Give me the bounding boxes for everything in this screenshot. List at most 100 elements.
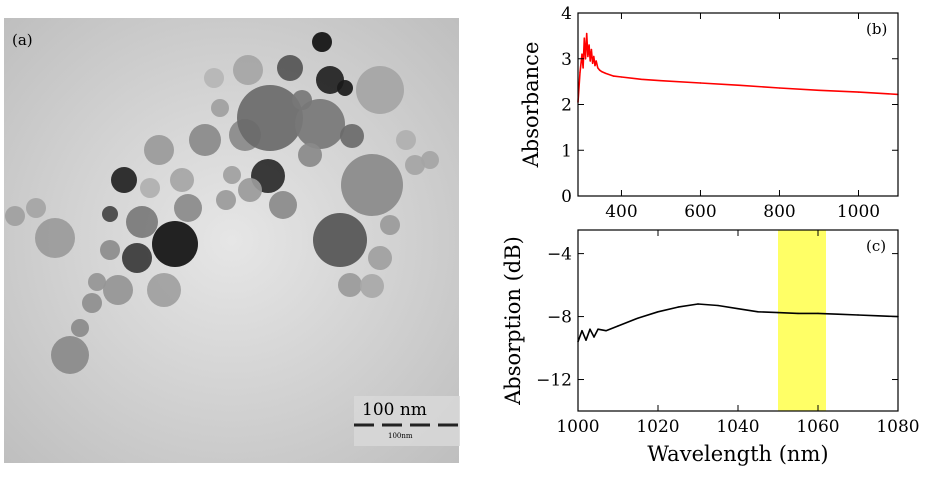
nanoparticle	[313, 213, 367, 267]
data-point	[601, 70, 603, 73]
data-point	[660, 80, 662, 82]
nanoparticle	[223, 166, 241, 184]
data-point	[590, 48, 593, 51]
data-point	[595, 60, 597, 62]
data-point	[589, 60, 591, 62]
y-tick-label: −4	[547, 245, 572, 265]
nanoparticle	[140, 178, 160, 198]
data-point	[717, 304, 719, 307]
data-point	[599, 69, 601, 71]
nanoparticle	[312, 32, 332, 52]
data-point	[699, 82, 702, 84]
data-point	[797, 312, 799, 315]
data-point	[697, 303, 699, 305]
data-point	[857, 314, 859, 316]
nanoparticle	[189, 124, 221, 156]
tem-micrograph-panel: (a) 100 nm 100nm	[4, 18, 460, 463]
nanoparticle	[405, 155, 425, 175]
nanoparticle	[82, 293, 102, 313]
series-line	[577, 303, 899, 342]
y-tick-label: 2	[561, 96, 572, 116]
x-tick-label: 1020	[636, 417, 679, 437]
x-tick-label: 1060	[796, 417, 839, 437]
x-tick-label: 800	[763, 202, 795, 222]
data-point	[587, 55, 589, 58]
data-point	[757, 311, 759, 313]
scale-bar-background	[354, 396, 460, 446]
data-point	[778, 87, 781, 89]
data-point	[589, 328, 591, 330]
nanoparticle	[341, 154, 403, 216]
y-tick-label: 1	[561, 141, 572, 161]
series-line	[577, 32, 899, 103]
data-point	[593, 55, 595, 58]
panel-label-a: (a)	[12, 31, 33, 49]
nanoparticle	[5, 206, 25, 226]
data-point	[581, 53, 583, 55]
nanoparticle	[35, 218, 75, 258]
nanoparticle	[71, 319, 89, 337]
scale-bar: 100 nm 100nm	[354, 396, 460, 446]
scale-bar-label: 100 nm	[362, 400, 427, 420]
data-point	[818, 89, 820, 92]
y-tick-label: −8	[547, 308, 572, 328]
nanoparticle	[277, 55, 303, 81]
data-point	[604, 72, 607, 75]
nanoparticle	[237, 85, 303, 151]
x-tick-label: 400	[605, 202, 637, 222]
nanoparticle	[396, 130, 416, 150]
data-point	[637, 317, 639, 319]
nanoparticle	[122, 243, 152, 273]
data-point	[597, 328, 599, 330]
data-point	[581, 330, 583, 332]
nanoparticle	[111, 167, 137, 193]
data-point	[588, 44, 590, 46]
nanoparticle	[360, 274, 384, 298]
nanoparticle	[26, 198, 46, 218]
x-tick-label: 1000	[837, 202, 880, 222]
data-point	[817, 312, 819, 315]
absorption-chart: 1000 1020 1040 1060 1080 −4 −8 −12 (c) Absorption…	[501, 229, 920, 466]
nanoparticle	[51, 336, 89, 374]
nanoparticle	[421, 151, 439, 169]
data-point	[591, 62, 594, 65]
scale-bar-small-label: 100nm	[388, 432, 413, 440]
data-point	[617, 325, 619, 327]
data-point	[597, 67, 599, 69]
nanoparticle	[368, 246, 392, 270]
data-point	[777, 311, 779, 314]
x-tick-label: 1080	[876, 417, 919, 437]
nanoparticle	[316, 66, 344, 94]
data-point	[584, 58, 587, 60]
data-point	[582, 67, 584, 69]
data-point	[620, 76, 623, 78]
data-point	[739, 84, 741, 86]
data-point	[583, 37, 586, 39]
nanoparticle-cluster	[5, 32, 439, 374]
nanoparticle	[174, 194, 202, 222]
data-point	[579, 71, 581, 74]
data-point	[605, 330, 607, 332]
x-axis-title: Wavelength (nm)	[647, 442, 828, 466]
nanoparticle	[233, 55, 263, 85]
data-point	[594, 64, 596, 67]
data-point	[585, 339, 587, 341]
nanoparticle	[211, 99, 229, 117]
nanoparticle	[238, 178, 262, 202]
y-axis-title: Absorption (dB)	[501, 236, 525, 406]
x-tick-label: 1000	[556, 417, 599, 437]
nanoparticle	[356, 66, 404, 114]
absorbance-chart: 400 600 800 1000 0 1 2 3 4 (b) Absorbance	[519, 4, 899, 222]
y-axis-title: Absorbance	[519, 42, 543, 169]
nanoparticle	[298, 143, 322, 167]
nanoparticle	[152, 221, 198, 267]
nanoparticle	[100, 240, 120, 260]
nanoparticle	[204, 68, 224, 88]
y-tick-label: 0	[561, 187, 572, 207]
panel-label: (c)	[866, 237, 886, 255]
data-point	[612, 75, 615, 77]
data-point	[857, 91, 860, 93]
nanoparticle	[170, 168, 194, 192]
nanoparticle	[380, 215, 400, 235]
